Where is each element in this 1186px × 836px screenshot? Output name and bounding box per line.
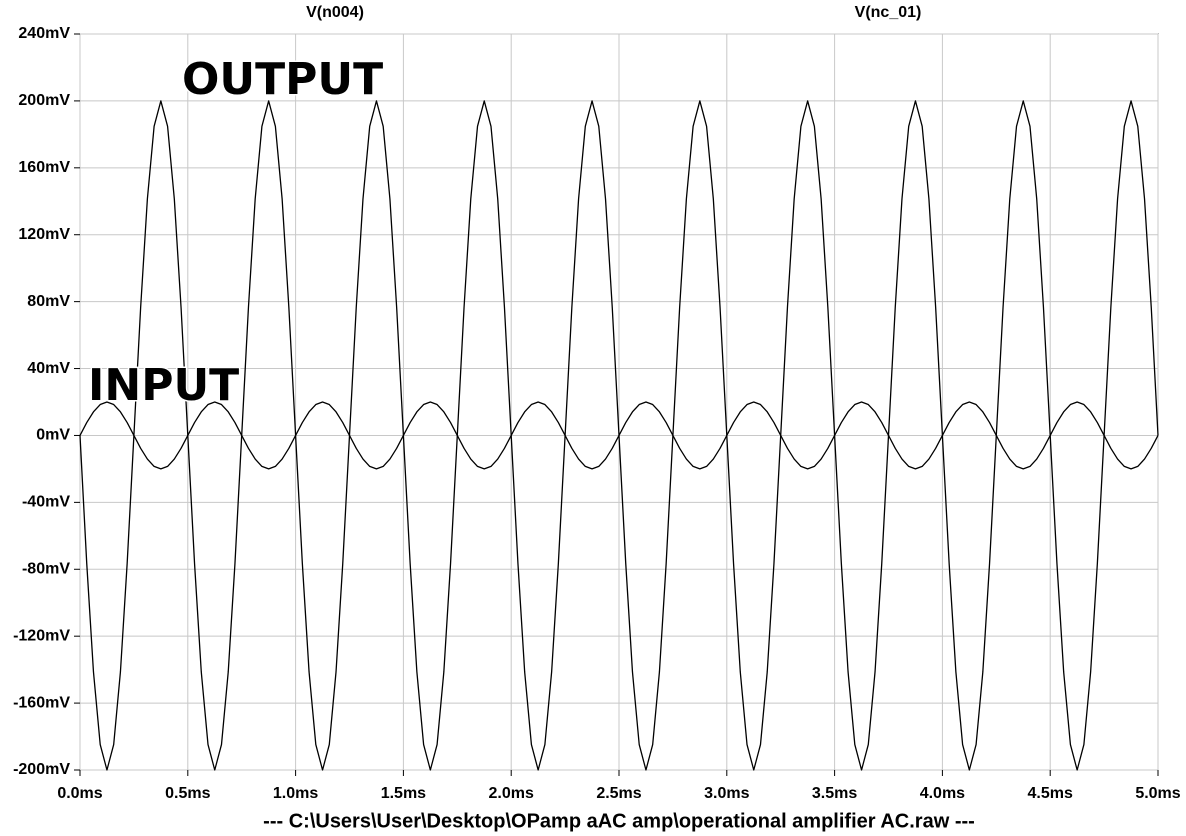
annotation: OUTPUT: [182, 54, 383, 105]
x-axis-label: --- C:\Users\User\Desktop\OPamp aAC amp\…: [263, 810, 975, 832]
series-line: [79, 401, 1159, 470]
y-tick-label: -40mV: [22, 494, 70, 511]
x-tick-label: 0.0ms: [57, 785, 102, 802]
y-tick-label: 80mV: [27, 293, 70, 310]
x-tick-label: 1.0ms: [273, 785, 318, 802]
x-tick-label: 4.0ms: [920, 785, 965, 802]
series: [79, 100, 1159, 771]
y-tick-label: 40mV: [27, 360, 70, 377]
y-tick-label: 120mV: [18, 226, 70, 243]
x-tick-label: 3.5ms: [812, 785, 857, 802]
x-tick-label: 0.5ms: [165, 785, 210, 802]
y-tick-label: -200mV: [13, 761, 70, 778]
y-tick-label: 160mV: [18, 159, 70, 176]
y-tick-label: 0mV: [36, 427, 70, 444]
legend-entry: V(n004): [306, 4, 364, 21]
legend-entry: V(nc_01): [855, 4, 922, 21]
x-tick-label: 1.5ms: [381, 785, 426, 802]
annotation: INPUT: [88, 360, 239, 411]
x-tick-label: 4.5ms: [1028, 785, 1073, 802]
x-tick-label: 5.0ms: [1135, 785, 1180, 802]
y-tick-label: 240mV: [18, 25, 70, 42]
y-tick-label: -120mV: [13, 627, 70, 644]
x-tick-label: 2.0ms: [489, 785, 534, 802]
x-tick-label: 3.0ms: [704, 785, 749, 802]
x-tick-label: 2.5ms: [596, 785, 641, 802]
y-tick-label: 200mV: [18, 92, 70, 109]
y-tick-label: -80mV: [22, 560, 70, 577]
grid: [79, 33, 1159, 771]
y-tick-label: -160mV: [13, 694, 70, 711]
